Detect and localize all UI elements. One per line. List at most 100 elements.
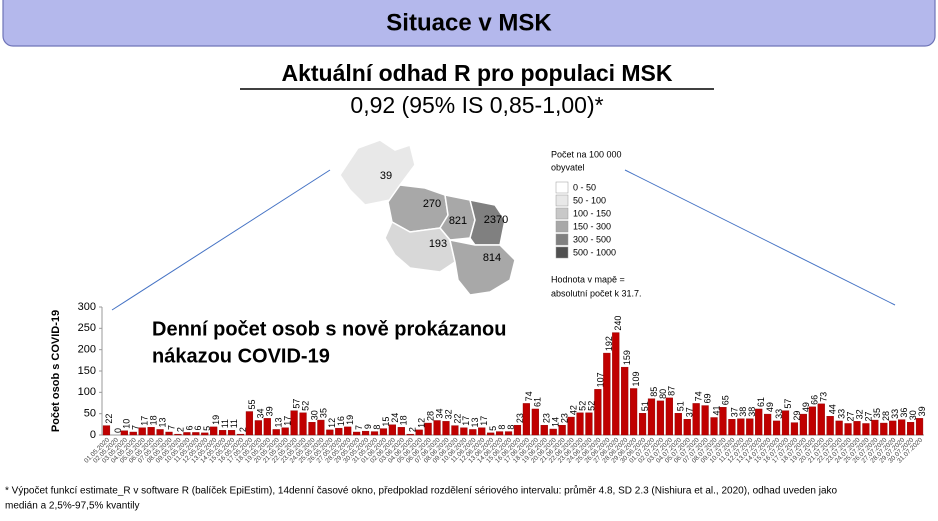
bar — [183, 432, 191, 436]
value-label: 52 — [586, 401, 596, 411]
map-region — [449, 239, 516, 296]
map-note: absolutní počet k 31.7. — [551, 288, 642, 298]
legend-title: obyvatel — [551, 162, 585, 172]
bar — [299, 412, 307, 436]
value-label: 55 — [247, 400, 257, 410]
map-legend: Počet na 100 000 obyvatel 0 - 50 50 - 10… — [551, 149, 642, 298]
bar — [567, 416, 575, 436]
value-label: 39 — [265, 406, 275, 416]
value-label: 28 — [425, 411, 435, 421]
value-label: 52 — [300, 401, 310, 411]
bar — [174, 433, 182, 436]
bar — [540, 424, 548, 436]
legend-label: 100 - 150 — [573, 208, 611, 218]
value-label: 80 — [658, 389, 668, 399]
footnote: medián a 2,5%-97,5% kvantily — [5, 501, 140, 512]
value-label: 18 — [149, 415, 159, 425]
connector — [111, 169, 331, 311]
bar — [621, 366, 629, 436]
bar — [710, 417, 718, 436]
bar — [603, 352, 611, 436]
legend-label: 300 - 500 — [573, 234, 611, 244]
value-label: 10 — [122, 419, 132, 429]
bar — [728, 419, 736, 436]
value-label: 74 — [524, 391, 534, 401]
y-tick-label: 0 — [90, 429, 96, 441]
legend-label: 150 - 300 — [573, 221, 611, 231]
bar — [451, 425, 459, 436]
bar — [790, 422, 799, 436]
value-label: 9 — [363, 424, 373, 429]
bar — [665, 397, 673, 436]
value-label: 39 — [917, 406, 927, 416]
y-tick-label: 250 — [78, 322, 96, 334]
bar — [469, 429, 477, 436]
bar — [227, 430, 236, 436]
bar — [272, 429, 280, 436]
value-label: 7 — [166, 425, 176, 430]
chart-annotation: Denní počet osob s nově prokázanou — [152, 318, 507, 340]
bar — [880, 422, 888, 436]
bar — [656, 400, 665, 436]
legend-swatch — [555, 220, 569, 233]
bar — [907, 422, 915, 436]
bar — [245, 411, 254, 436]
value-label: 28 — [881, 411, 891, 421]
value-label: 24 — [390, 413, 400, 423]
value-label: 27 — [845, 411, 855, 421]
bar — [638, 413, 647, 436]
footnote: * Výpočet funkcí estimate_R v software R… — [5, 485, 838, 497]
value-label: 12 — [327, 418, 337, 428]
bar — [129, 431, 137, 436]
bar — [361, 430, 370, 436]
bar — [585, 412, 593, 436]
region-label: 821 — [449, 215, 467, 227]
bar — [147, 427, 155, 436]
bar — [799, 413, 807, 436]
value-label: 7 — [131, 425, 141, 430]
value-label: 192 — [604, 336, 614, 351]
value-label: 33 — [836, 409, 846, 419]
value-label: 8 — [497, 425, 507, 430]
value-label: 11 — [220, 419, 230, 428]
value-label: 6 — [193, 425, 203, 430]
value-label: 51 — [676, 401, 686, 411]
y-axis-title: Počet osob s COVID-19 — [50, 310, 62, 432]
bar — [487, 432, 495, 436]
value-label: 74 — [694, 391, 704, 401]
bar — [701, 405, 709, 436]
bar — [612, 332, 620, 436]
value-label: 17 — [461, 416, 471, 426]
bar — [549, 428, 557, 436]
value-label: 30 — [908, 410, 918, 420]
bar — [898, 419, 906, 436]
value-label: 87 — [667, 386, 677, 396]
bar — [192, 432, 200, 436]
legend-label: 500 - 1000 — [573, 247, 616, 257]
value-label: 35 — [318, 408, 328, 418]
bar — [219, 430, 227, 436]
bar — [576, 412, 584, 436]
value-label: 23 — [542, 413, 552, 423]
bar — [844, 423, 852, 436]
region-label: 193 — [429, 238, 447, 250]
value-label: 49 — [765, 402, 775, 412]
legend-label: 0 - 50 — [573, 182, 596, 192]
bar — [406, 433, 414, 436]
bar — [808, 406, 816, 436]
bar — [353, 431, 361, 436]
bar — [397, 427, 405, 436]
value-label: 57 — [783, 399, 793, 409]
bar — [772, 420, 781, 436]
map — [339, 139, 516, 296]
value-label: 37 — [685, 407, 695, 417]
bar — [254, 420, 262, 436]
bar — [138, 427, 146, 436]
value-label: 8 — [372, 425, 382, 430]
value-label: 33 — [774, 409, 784, 419]
value-label: 19 — [345, 415, 355, 425]
bar — [433, 420, 441, 436]
value-label: 49 — [801, 402, 811, 412]
value-label: 109 — [631, 371, 641, 386]
y-tick-label: 300 — [78, 301, 96, 313]
